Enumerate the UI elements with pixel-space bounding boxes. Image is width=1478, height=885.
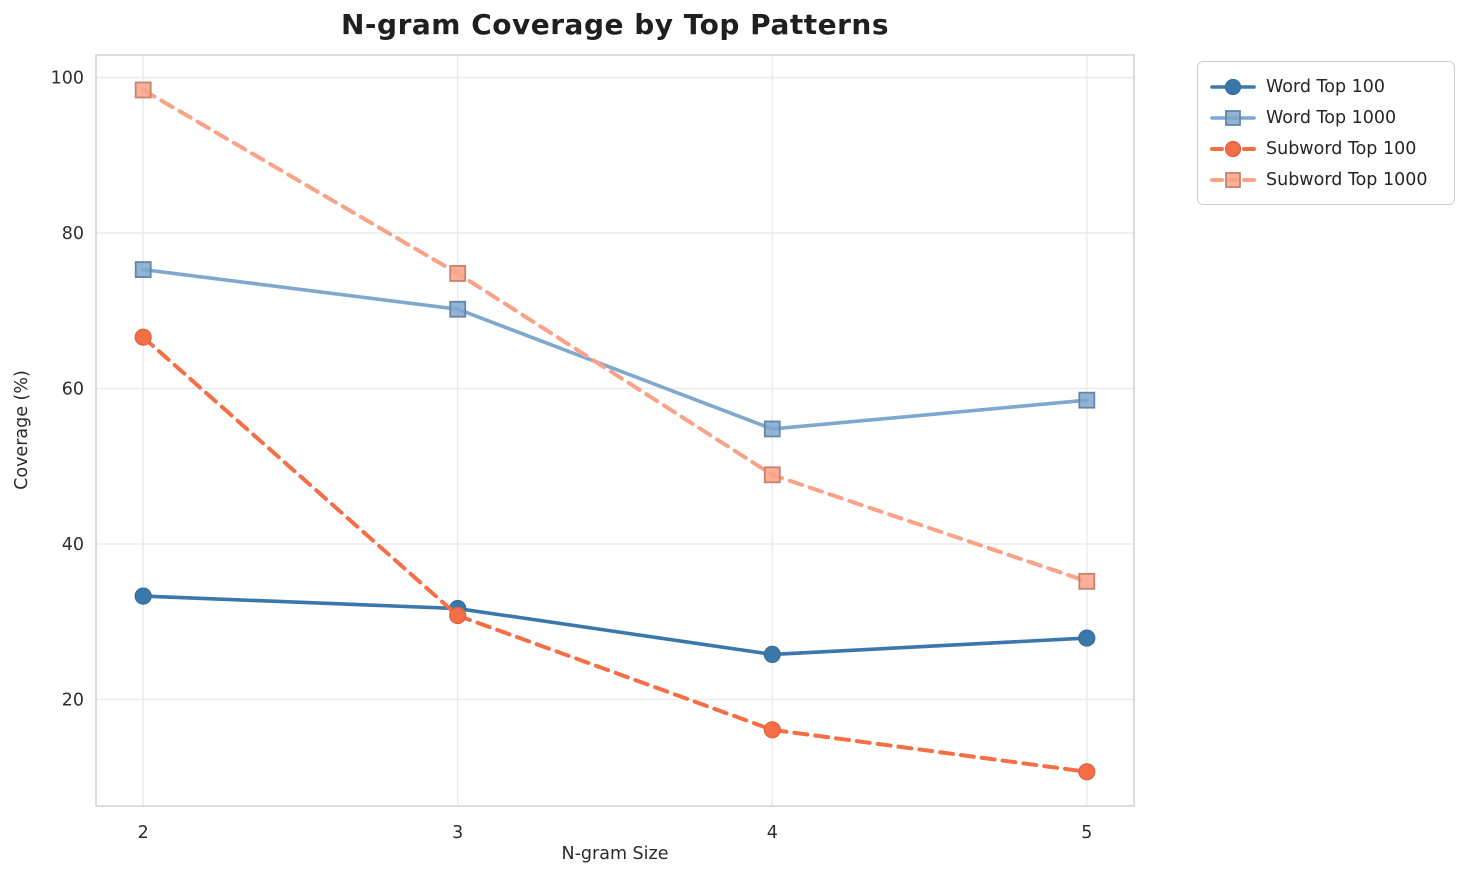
marker-circle-word-top-100	[134, 587, 152, 605]
legend-marker-square	[1225, 171, 1241, 188]
legend-swatch-word-top-1000	[1210, 109, 1256, 126]
legend-item-word-top-100: Word Top 100	[1210, 71, 1440, 102]
marker-square-subword-top-1000	[134, 81, 152, 99]
legend-swatch-subword-top-1000	[1210, 171, 1256, 188]
series-line-word-top-100	[141, 594, 1089, 657]
y-axis-label: Coverage (%)	[12, 370, 32, 490]
marker-circle-subword-top-100	[763, 721, 781, 739]
y-tick-label: 40	[62, 535, 84, 555]
gridlines	[96, 55, 1134, 806]
y-tick-label: 80	[62, 224, 84, 244]
legend-label-word-top-1000: Word Top 1000	[1266, 107, 1397, 128]
legend-label-subword-top-100: Subword Top 100	[1266, 138, 1417, 159]
legend-marker-square	[1225, 109, 1241, 126]
legend-item-subword-top-1000: Subword Top 1000	[1210, 164, 1440, 195]
legend-label-word-top-100: Word Top 100	[1266, 76, 1386, 97]
legend-swatch-subword-top-100	[1210, 140, 1256, 157]
plot-area	[96, 55, 1134, 806]
series-line-word-top-1000	[141, 267, 1089, 431]
legend-item-word-top-1000: Word Top 1000	[1210, 102, 1440, 133]
tick-labels: 20 40 60 80 100 2 3 4 5	[51, 69, 1093, 843]
marker-square-word-top-1000	[134, 261, 152, 278]
x-tick-label: 3	[452, 823, 463, 843]
axes-frame	[95, 54, 1135, 807]
legend-label-subword-top-1000: Subword Top 1000	[1266, 169, 1428, 190]
legend: Word Top 100 Word Top 1000 Subword Top 100…	[1197, 61, 1455, 205]
y-tick-label: 100	[51, 69, 84, 89]
series-line-subword-top-100	[141, 335, 1089, 774]
marker-circle-word-top-100	[763, 645, 781, 664]
legend-swatch-word-top-100	[1210, 78, 1256, 95]
series-line-subword-top-1000	[141, 87, 1089, 584]
marker-square-word-top-1000	[763, 420, 781, 438]
x-tick-label: 2	[138, 823, 149, 843]
marker-square-subword-top-1000	[763, 466, 781, 484]
x-tick-label: 5	[1081, 823, 1092, 843]
legend-item-subword-top-100: Subword Top 100	[1210, 133, 1440, 164]
marker-circle-subword-top-100	[1078, 763, 1096, 781]
series-subword-top-1000	[134, 81, 1096, 590]
x-axis-label: N-gram Size	[561, 844, 669, 864]
chart-title: N-gram Coverage by Top Patterns	[340, 8, 890, 41]
marker-square-word-top-1000	[1078, 391, 1096, 409]
marker-square-subword-top-1000	[1078, 572, 1096, 590]
marker-circle-subword-top-100	[134, 328, 152, 346]
marker-square-subword-top-1000	[449, 265, 467, 282]
series-subword-top-100	[134, 328, 1096, 781]
marker-square-word-top-1000	[449, 300, 467, 318]
x-tick-label: 4	[767, 823, 778, 843]
marker-circle-word-top-100	[1078, 629, 1096, 647]
y-tick-label: 60	[62, 380, 84, 400]
legend-marker-circle	[1224, 140, 1242, 157]
legend-marker-circle	[1224, 78, 1242, 95]
series-word-top-1000	[134, 261, 1096, 438]
y-tick-label: 20	[62, 690, 84, 710]
marker-circle-subword-top-100	[449, 606, 467, 625]
